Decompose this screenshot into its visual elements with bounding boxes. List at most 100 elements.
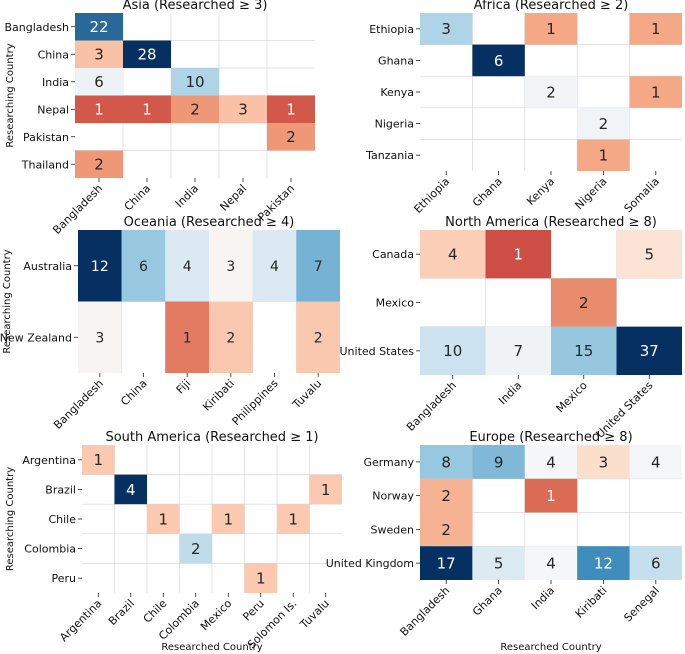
cell-value: 6 [494,52,504,70]
column-label: Mexico [198,597,235,634]
heatmap-cell [524,445,578,479]
cell-value: 7 [513,342,523,360]
heatmap-cell [296,301,340,373]
cell-value: 17 [437,555,456,573]
y-axis-label: Researching Country [5,43,16,147]
row-label: Norway [372,490,414,503]
cell-value: 9 [494,453,504,471]
row-label: Mexico [376,297,415,310]
heatmap-cell [420,546,473,580]
row-label: Nigeria [375,118,414,131]
x-axis-label: Researched Country [161,642,262,653]
column-label: China [118,377,149,408]
column-label: Ghana [470,175,505,210]
cell-value: 1 [288,510,298,528]
heatmap-cell [420,445,473,479]
column-label: Bangladesh [398,584,453,639]
cell-value: 1 [546,20,556,38]
cell-value: 8 [441,453,451,471]
heatmap-cell [472,44,525,77]
heatmap-cell [551,278,617,327]
cell-value: 4 [183,259,192,275]
heatmap-cell [577,546,630,580]
heatmap-cell [171,68,219,96]
row-label: Thailand [21,158,69,171]
cell-value: 3 [226,259,235,275]
heatmap-cell [75,68,123,96]
heatmap-cell [524,76,578,108]
heatmap-cell [629,546,682,580]
cell-value: 3 [238,101,248,119]
column-label: Ethiopia [411,175,452,216]
cell-value: 2 [314,330,323,346]
column-label: Bangladesh [51,377,106,432]
heatmap-panel-africa: Africa (Researched ≥ 2) 3 1 1 6 2 1 2 1 Ethiopia G… [365,0,682,216]
panel-title: Africa (Researched ≥ 2) [474,0,629,13]
heatmap-cell [420,512,473,547]
row-label: Bangladesh [5,21,70,34]
cell-value: 1 [286,101,296,119]
cell-value: 6 [651,555,661,573]
cell-value: 4 [270,259,279,275]
row-label: United Kingdom [326,557,414,570]
heatmap-cell [420,230,486,279]
cell-value: 12 [91,259,109,275]
cell-value: 1 [513,246,523,264]
row-label: New Zealand [0,331,72,344]
column-label: Philippines [230,377,281,428]
cell-value: 2 [286,128,296,146]
heatmap-cell [209,230,253,302]
heatmap-panel-oceania: Oceania (Researched ≥ 4)12 6 4 3 4 73 1 2 2Austr… [0,215,340,432]
heatmap-cell [267,95,315,123]
column-label: India [529,584,557,612]
cell-value: 4 [448,246,458,264]
heatmap-cell [121,230,166,302]
heatmap-cell [165,301,209,373]
heatmap-cell [165,230,209,302]
cell-value: 1 [94,101,104,119]
heatmap-cell [75,150,123,178]
cell-value: 1 [183,330,192,346]
row-label: Ghana [378,54,414,67]
cell-value: 4 [546,555,556,573]
column-label: China [122,182,153,213]
heatmap-cell [577,139,630,171]
cell-value: 3 [94,46,104,64]
heatmap-cell [75,95,123,123]
heatmap-cell [75,13,123,41]
cell-value: 22 [89,18,108,36]
column-label: Argentina [57,597,104,644]
column-label: India [173,182,201,210]
row-label: Peru [51,572,76,585]
column-label: Brazil [106,597,137,628]
cell-value: 1 [93,451,103,469]
heatmap-cell [78,301,122,373]
y-axis-label: Researching Country [5,467,16,571]
cell-value: 4 [546,453,556,471]
panel-title: North America (Researched ≥ 8) [445,215,657,230]
heatmap-cell [524,13,578,45]
row-label: Canada [372,248,414,261]
column-label: Bangladesh [404,379,459,434]
heatmap-cell [420,478,473,513]
row-label: Pakistan [23,131,69,144]
heatmap-cell [267,123,315,151]
cell-value: 4 [126,481,136,499]
panel-title: Asia (Researched ≥ 3) [123,0,268,13]
column-label: Ghana [470,584,505,619]
y-axis-label: Researching Country [2,249,13,353]
cell-value: 2 [441,487,451,505]
column-label: Kiribati [200,377,237,414]
row-label: Chile [48,513,76,526]
heatmap-cell [123,95,171,123]
cell-value: 5 [644,246,654,264]
heatmap-cell [114,474,147,505]
cell-value: 10 [185,73,204,91]
heatmap-cell [472,445,525,479]
row-label: Tanzania [365,149,414,162]
row-label: Germany [363,456,414,469]
cell-value: 2 [579,294,589,312]
